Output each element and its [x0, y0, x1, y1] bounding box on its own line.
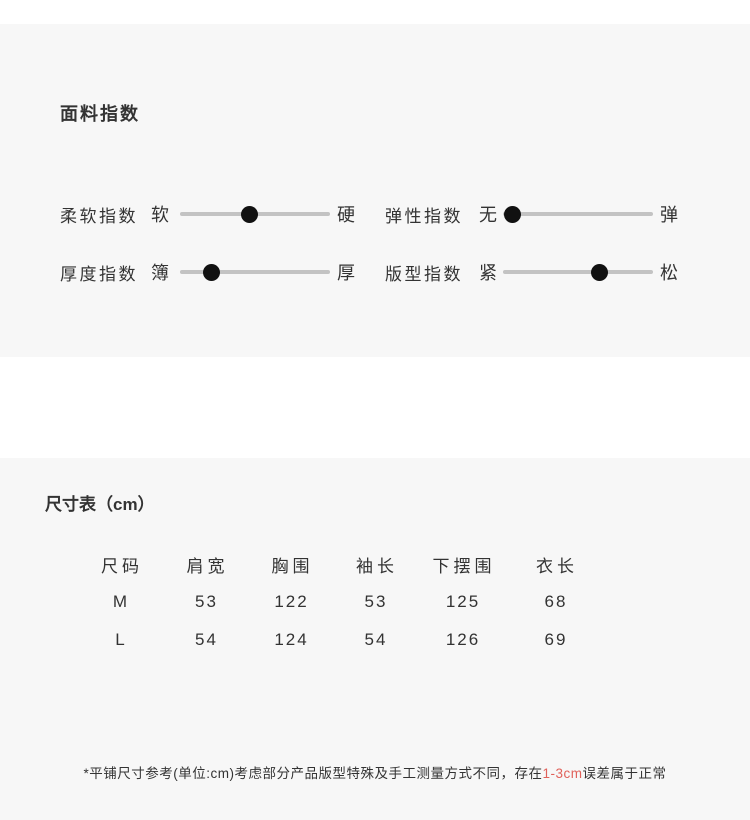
slider-elasticity: 弹性指数 无 弹	[385, 197, 678, 231]
slider-elasticity-handle[interactable]	[503, 205, 521, 223]
size-col-header: 衣长	[536, 557, 578, 577]
slider-softness-label: 柔软指数	[60, 206, 138, 226]
size-note-tolerance: 1-3cm	[542, 766, 583, 781]
slider-softness-track[interactable]	[180, 205, 330, 223]
size-cell: 54	[195, 629, 218, 649]
slider-thickness-track[interactable]	[180, 263, 330, 281]
size-cell: M	[112, 592, 130, 612]
size-col-header: 肩宽	[186, 557, 229, 577]
slider-thickness: 厚度指数 簿 厚	[60, 255, 355, 289]
fabric-index-panel	[0, 24, 750, 357]
size-note-text: *平铺尺寸参考(单位:cm)考虑部分产品版型特殊及手工测量方式不同，存在	[83, 766, 543, 781]
size-col-header: 袖长	[356, 557, 398, 577]
size-section-title: 尺寸表（cm）	[45, 495, 155, 514]
size-cell: 125	[445, 592, 481, 612]
slider-softness-min-label: 软	[151, 205, 169, 225]
slider-elasticity-track[interactable]	[503, 205, 653, 223]
size-col-header: 尺码	[101, 557, 143, 577]
slider-fit: 版型指数 紧 松	[385, 255, 678, 289]
size-cell: 53	[364, 592, 388, 612]
slider-elasticity-min-label: 无	[479, 205, 497, 225]
slider-fit-min-label: 紧	[479, 263, 497, 283]
size-note: *平铺尺寸参考(单位:cm)考虑部分产品版型特殊及手工测量方式不同，存在1-3c…	[0, 762, 750, 782]
slider-elasticity-label: 弹性指数	[385, 206, 463, 226]
size-col-header: 胸围	[271, 557, 314, 577]
size-cell: 53	[195, 592, 218, 612]
slider-thickness-min-label: 簿	[151, 263, 169, 283]
size-note-text: 误差属于正常	[582, 766, 667, 781]
slider-fit-max-label: 松	[660, 263, 678, 283]
slider-fit-track[interactable]	[503, 263, 653, 281]
size-table-panel	[0, 458, 750, 820]
size-cell: 68	[544, 592, 568, 612]
slider-softness: 柔软指数 软 硬	[60, 197, 355, 231]
slider-softness-max-label: 硬	[337, 205, 355, 225]
size-cell: L	[115, 629, 127, 649]
fabric-section-title: 面料指数	[60, 104, 140, 124]
size-cell: 126	[445, 629, 481, 649]
slider-fit-handle[interactable]	[590, 263, 608, 281]
size-col-header: 下摆围	[432, 557, 496, 577]
slider-elasticity-max-label: 弹	[660, 205, 678, 225]
size-cell: 69	[544, 629, 568, 649]
size-cell: 122	[274, 592, 309, 612]
slider-thickness-handle[interactable]	[202, 263, 220, 281]
size-table: 尺码 肩宽 胸围 袖长 下摆围 衣长 M 53 122 53 125 68 L …	[77, 546, 603, 659]
slider-softness-handle[interactable]	[240, 205, 258, 223]
size-cell: 54	[364, 629, 388, 649]
slider-thickness-max-label: 厚	[337, 263, 355, 283]
slider-fit-label: 版型指数	[385, 264, 463, 284]
size-cell: 124	[274, 629, 309, 649]
slider-thickness-label: 厚度指数	[60, 264, 138, 284]
